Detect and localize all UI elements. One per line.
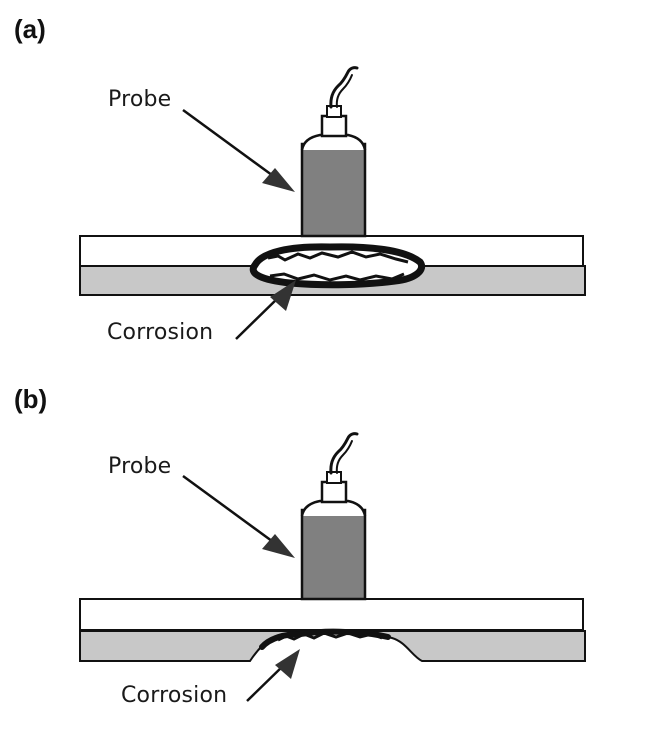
probe-connector-neck xyxy=(326,471,342,484)
probe-connector xyxy=(320,114,348,138)
probe-body xyxy=(300,508,367,601)
probe-label: Probe xyxy=(108,454,172,479)
probe-cable-2 xyxy=(335,74,353,108)
probe-label: Probe xyxy=(108,87,172,112)
corrosion-label: Corrosion xyxy=(121,683,228,708)
probe-cable-2 xyxy=(335,440,353,474)
probe-connector-neck xyxy=(326,105,342,118)
corrosion-label: Corrosion xyxy=(107,320,214,345)
probe-arrow-head xyxy=(262,534,295,558)
probe-arrow xyxy=(182,474,277,546)
probe-connector xyxy=(320,480,348,504)
panel-a-drawing xyxy=(79,66,586,340)
panel-a: (a) Probe Corrosion xyxy=(0,0,658,365)
corrosion-arrow-head xyxy=(270,280,296,311)
corrosion-arrow xyxy=(246,663,286,702)
probe-arrow-head xyxy=(262,168,295,192)
panel-b-drawing xyxy=(79,432,586,702)
panel-label: (b) xyxy=(14,384,48,414)
corrosion-pitting-texture xyxy=(277,631,383,642)
corrosion-pitting xyxy=(259,628,391,650)
probe-arrow xyxy=(182,108,277,180)
panel-b: (b) Probe Corrosion xyxy=(0,366,658,731)
probe-cable xyxy=(329,432,359,475)
panel-label: (a) xyxy=(14,14,46,44)
corrosion-arrow-head xyxy=(275,649,300,679)
corrosion-arrow xyxy=(235,295,281,340)
plate-front-layer xyxy=(79,598,584,631)
corrosion-void-texture xyxy=(267,250,409,264)
corrosion-void-texture-2 xyxy=(269,272,405,282)
probe-body xyxy=(300,142,367,238)
probe-cable xyxy=(329,66,359,109)
